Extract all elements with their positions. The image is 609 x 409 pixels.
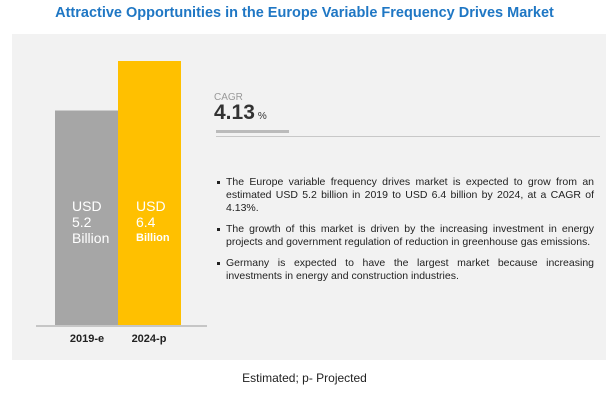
bar-data-label-2019: USD 5.2 Billion: [72, 198, 109, 246]
label-currency: USD: [136, 198, 166, 214]
x-tick-2024: 2024-p: [131, 333, 167, 345]
cagr-unit: %: [257, 111, 267, 122]
cagr-value-wrap: 4.13%: [214, 101, 267, 125]
x-tick-2019: 2019-e: [69, 333, 105, 345]
footnote: Estimated; p- Projected: [242, 371, 367, 385]
label-value: 6.4: [136, 214, 156, 230]
bar-2019-e: [55, 110, 118, 325]
divider: [216, 136, 600, 137]
list-item: The Europe variable frequency drives mar…: [216, 176, 594, 215]
cagr-accent-bar: [216, 130, 289, 133]
list-item: Germany is expected to have the largest …: [216, 257, 594, 283]
cagr-label: CAGR: [214, 92, 243, 103]
bar-2024-p: [118, 61, 181, 325]
bar-data-label-2024: USD 6.4 Billion: [136, 198, 170, 246]
cagr-value: 4.13: [214, 101, 255, 124]
page-title: Attractive Opportunities in the Europe V…: [55, 5, 554, 21]
label-unit: Billion: [136, 232, 170, 244]
list-item: The growth of this market is driven by t…: [216, 223, 594, 249]
label-value: 5.2: [72, 214, 92, 230]
label-currency: USD: [72, 198, 102, 214]
label-unit: Billion: [72, 230, 110, 246]
key-points-list: The Europe variable frequency drives mar…: [216, 176, 594, 291]
